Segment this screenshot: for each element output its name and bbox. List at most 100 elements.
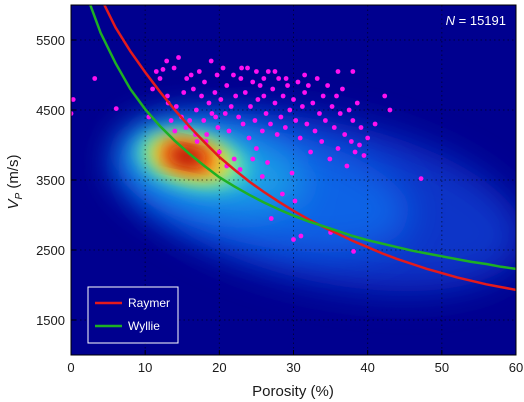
scatter-point	[298, 233, 304, 239]
scatter-point	[314, 76, 320, 81]
sample-size-var: N	[446, 13, 456, 28]
scatter-point	[187, 118, 193, 123]
scatter-point	[282, 125, 288, 130]
scatter-point	[233, 93, 239, 99]
scatter-point	[334, 93, 339, 99]
scatter-point	[193, 107, 199, 113]
x-tick-label: 10	[138, 360, 152, 375]
scatter-point	[176, 55, 181, 60]
scatter-point	[236, 114, 242, 120]
scatter-point	[348, 139, 354, 144]
x-axis-label: Porosity (%)	[252, 383, 334, 400]
scatter-point	[357, 142, 362, 148]
scatter-point	[274, 132, 280, 137]
scatter-point	[293, 118, 299, 123]
scatter-point	[287, 107, 293, 113]
scatter-point	[308, 149, 313, 155]
scatter-point	[295, 79, 301, 85]
scatter-point	[372, 121, 378, 127]
scatter-point	[278, 114, 284, 120]
scatter-point	[351, 249, 356, 254]
scatter-point	[226, 128, 232, 134]
scatter-point	[387, 107, 393, 113]
curve-wyllie	[89, 5, 516, 271]
scatter-point	[168, 118, 174, 123]
scatter-point	[285, 83, 290, 88]
scatter-point	[216, 149, 222, 155]
fit-curves	[89, 5, 516, 292]
scatter-point	[201, 118, 207, 123]
scatter-point	[291, 237, 296, 242]
y-tick-label: 1500	[36, 313, 65, 328]
scatter-point	[335, 69, 341, 74]
x-tick-label: 60	[509, 360, 523, 375]
y-tick-label: 3500	[36, 173, 65, 188]
scatter-point	[418, 176, 424, 182]
scatter-point	[312, 128, 318, 134]
y-tick-label: 4500	[36, 103, 65, 118]
scatter-point	[215, 125, 221, 130]
scatter-point	[320, 93, 326, 99]
scatter-point	[71, 97, 76, 102]
plot-area	[70, 4, 517, 356]
scatter-point	[259, 128, 265, 134]
scatter-point	[358, 125, 364, 130]
scatter-point	[365, 135, 371, 141]
scatter-point	[361, 153, 367, 158]
scatter-point	[254, 146, 259, 151]
scatter-point	[279, 191, 285, 197]
curve-raymer	[103, 5, 516, 292]
scatter-point	[342, 132, 348, 137]
scatter-point	[212, 90, 218, 95]
scatter-point	[304, 121, 310, 127]
scatter-point	[204, 132, 210, 137]
y-axis-label: VP (m/s)	[5, 154, 25, 209]
sample-size-value: = 15191	[455, 13, 506, 28]
scatter-point	[344, 163, 350, 169]
scatter-point	[300, 104, 305, 109]
scatter-point	[263, 111, 269, 116]
scatter-point	[265, 69, 271, 74]
scatter-point	[237, 167, 243, 172]
sample-size-annotation: N = 15191	[446, 13, 506, 28]
scatter-point	[220, 65, 226, 71]
scatter-point	[350, 69, 356, 74]
scatter-point	[188, 72, 194, 78]
scatter-point	[325, 83, 331, 88]
scatter-point	[283, 76, 289, 81]
x-tick-label: 0	[67, 360, 74, 375]
scatter-point	[160, 67, 166, 72]
scatter-point	[346, 107, 352, 113]
scatter-point	[214, 72, 220, 78]
scatter-point	[291, 97, 296, 102]
scatter-point	[302, 72, 308, 78]
scatter-point	[194, 139, 200, 144]
scatter-point	[228, 104, 234, 109]
scatter-point	[272, 69, 278, 74]
scatter-point	[224, 83, 230, 88]
legend-label-raymer: Raymer	[128, 296, 170, 310]
scatter-point	[71, 111, 74, 116]
scatter-point	[209, 111, 215, 116]
scatter-point	[335, 146, 341, 151]
scatter-point	[199, 93, 204, 99]
scatter-point	[172, 128, 178, 134]
scatter-point	[206, 100, 212, 106]
scatter-point	[218, 97, 224, 102]
scatter-point	[259, 174, 265, 179]
scatter-point	[317, 111, 322, 116]
scatter-point	[268, 216, 274, 221]
y-axis-label-var: V	[5, 198, 22, 210]
density-contour-7	[173, 149, 200, 164]
scatter-point	[248, 104, 253, 109]
scatter-point	[238, 76, 244, 81]
scatter-point	[157, 76, 163, 81]
scatter-point	[352, 149, 358, 155]
scatter-point	[113, 106, 119, 111]
x-tick-label: 40	[360, 360, 374, 375]
x-tick-label: 30	[286, 360, 300, 375]
scatter-point	[337, 111, 343, 116]
scatter-point	[150, 86, 155, 92]
y-axis: 1500 2500 3500 4500 5500	[36, 33, 76, 328]
scatter-point	[354, 100, 360, 106]
